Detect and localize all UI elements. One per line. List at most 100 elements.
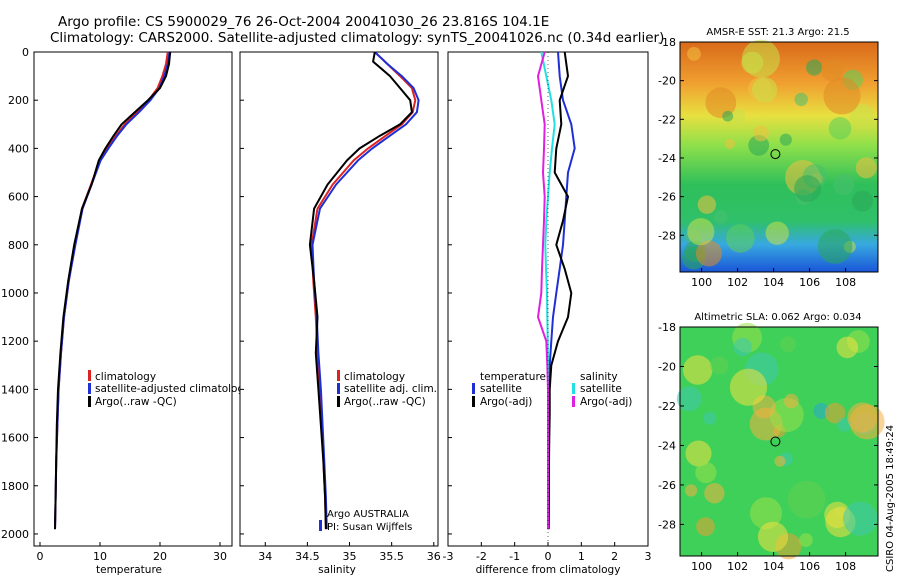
temperature-panel: 0 200 400 600 800 1000 1200 1400 1600 1800 2000 0 1… [1, 46, 250, 576]
y-tick-label: -24 [658, 152, 676, 165]
field-patch [687, 218, 715, 246]
salinity-legend: climatology satellite adj. clim. Argo(..… [337, 370, 437, 408]
field-patch [774, 455, 786, 467]
depth-axis: 0 200 400 600 800 1000 1200 1400 1600 1800 2000 [1, 46, 38, 541]
field-patch [847, 402, 878, 433]
x-tick-label: 35.5 [379, 550, 404, 563]
x-tick-label: 108 [835, 560, 856, 573]
x-tick-label: 20 [153, 550, 167, 563]
argo-position-marker [770, 436, 781, 447]
salinity-xlabel: salinity [318, 564, 356, 576]
y-tick-label: 1200 [1, 335, 29, 348]
x-tick-label: -1 [509, 550, 520, 563]
field-patch [750, 497, 782, 530]
sla-map-panel: Altimetric SLA: 0.062 Argo: 0.034 100 102… [658, 312, 885, 573]
sla-map-title: Altimetric SLA: 0.062 Argo: 0.034 [694, 312, 861, 323]
legend-swatch-climatology [337, 370, 340, 381]
legend-label-temp-argo: Argo(-adj) [480, 396, 532, 408]
legend-swatch-sal-argo [572, 396, 575, 407]
field-patch [828, 117, 852, 140]
difference-depth-ticks [448, 51, 452, 535]
x-tick-label: 104 [763, 276, 784, 289]
difference-series [537, 51, 576, 546]
field-patch [780, 336, 797, 353]
salinity-series [308, 51, 420, 530]
y-tick-label: -18 [658, 321, 676, 334]
map-frame [679, 326, 879, 557]
salinity-depth-ticks [240, 51, 244, 535]
field-patch [703, 411, 717, 425]
difference-legend: temperature satellite Argo(-adj) salinit… [472, 371, 632, 408]
x-tick-label: 0 [545, 550, 552, 563]
field-patch [824, 402, 846, 424]
x-tick-label: 1 [578, 550, 585, 563]
y-tick-label: -24 [658, 439, 676, 452]
legend-label-climatology: climatology [344, 371, 405, 383]
legend-label-satellite: satellite adj. clim. [344, 383, 437, 395]
legend-swatch-sal-satellite [572, 383, 575, 394]
field-patch [733, 337, 752, 357]
temperature-xlabel: temperature [96, 564, 162, 576]
x-tick-label: -2 [476, 550, 487, 563]
x-tick-label: 102 [727, 560, 748, 573]
salinity-axes-box [239, 51, 439, 547]
field-patch [741, 51, 764, 74]
argo-position-marker [770, 149, 781, 160]
side-timestamp-label: CSIRO 04-Aug-2005 18:49:24 [885, 425, 896, 572]
x-tick-label: 35 [343, 550, 357, 563]
figure-title-line2: Climatology: CARS2000. Satellite-adjuste… [50, 30, 665, 46]
sst-map-axes: 100 102 104 106 108 -18 -20 -22 -24 -26 -28 [658, 36, 879, 289]
x-tick-label: 106 [799, 276, 820, 289]
x-tick-label: 36 [427, 550, 441, 563]
field-patch [794, 92, 808, 107]
x-tick-label: 2 [611, 550, 618, 563]
legend-label-sal-argo: Argo(-adj) [580, 396, 632, 408]
difference-axis: -3 -2 -1 0 1 2 3 [443, 542, 652, 563]
legend-swatch-argo [337, 396, 340, 407]
field-patch [729, 368, 768, 406]
field-patch [685, 484, 698, 497]
credit-line2: PI: Susan Wijffels [327, 522, 412, 533]
temperature-axes-box [33, 51, 233, 547]
field-patch [685, 440, 712, 467]
legend-label-climatology: climatology [95, 371, 156, 383]
credit-swatch [319, 520, 322, 531]
x-tick-label: 3 [645, 550, 652, 563]
y-tick-label: 1400 [1, 383, 29, 396]
y-tick-label: -20 [658, 75, 676, 88]
legend-label-argo: Argo(..raw -QC) [95, 396, 177, 408]
field-patch [849, 103, 875, 129]
salinity-axis: 34 34.5 35 35.5 36 [258, 542, 441, 563]
y-tick-label: 400 [8, 142, 29, 155]
map-frame [679, 41, 879, 273]
sla-map-texture [676, 322, 885, 560]
field-patch [821, 59, 844, 82]
y-tick-label: 1800 [1, 480, 29, 493]
legend-label-argo: Argo(..raw -QC) [344, 396, 426, 408]
field-patch [697, 195, 717, 214]
x-tick-label: -3 [443, 550, 454, 563]
x-tick-label: 34.5 [295, 550, 320, 563]
salinity-panel: 34 34.5 35 35.5 36 salinity climatology sate… [239, 51, 441, 576]
field-patch [794, 175, 822, 203]
y-tick-label: 800 [8, 239, 29, 252]
y-tick-label: -20 [658, 360, 676, 373]
field-patch [704, 483, 725, 504]
field-patch [683, 355, 713, 385]
field-patch [765, 221, 789, 245]
legend-swatch-temp-satellite [472, 383, 475, 394]
field-patch [806, 59, 823, 76]
field-patch [823, 77, 861, 115]
legend-swatch-argo [88, 396, 91, 407]
legend-label-sal-satellite: satellite [580, 383, 622, 395]
sst-map-title: AMSR-E SST: 21.3 Argo: 21.5 [706, 27, 849, 38]
field-patch [843, 501, 878, 536]
legend-label-temperature: temperature [480, 371, 546, 383]
field-patch [687, 47, 701, 61]
x-tick-label: 34 [258, 550, 272, 563]
legend-label-salinity: salinity [580, 371, 618, 383]
y-tick-label: 1000 [1, 287, 29, 300]
field-patch [799, 533, 813, 547]
field-patch [855, 157, 877, 179]
sla-map-axes: 100 102 104 106 108 -18 -20 -22 -24 -26 -28 [658, 321, 879, 573]
